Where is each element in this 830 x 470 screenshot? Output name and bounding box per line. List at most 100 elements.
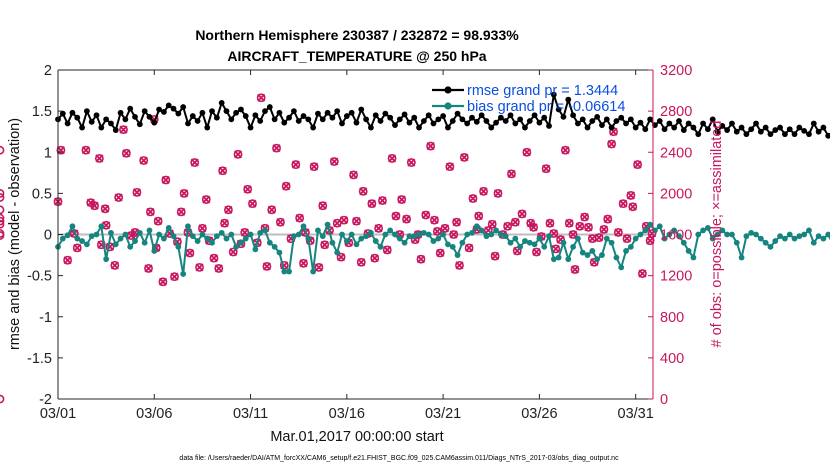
bias-point <box>560 239 567 246</box>
obs-count-point <box>358 186 368 196</box>
obs-count-point <box>374 223 384 233</box>
rmse-point <box>396 116 403 123</box>
obs-count-point <box>267 205 277 215</box>
bias-point <box>218 229 225 236</box>
rmse-point <box>762 124 769 131</box>
rmse-point <box>420 118 427 124</box>
obs-count-point <box>281 181 291 191</box>
rmse-point <box>93 112 100 119</box>
bias-point <box>695 231 702 238</box>
obs-count-point <box>356 257 366 267</box>
bias-point <box>517 243 524 250</box>
obs-assimilated-marker <box>161 175 170 185</box>
rmse-point <box>425 112 432 119</box>
rmse-point <box>228 116 235 123</box>
rmse-point <box>74 114 81 121</box>
chart-title-line2: AIRCRAFT_TEMPERATURE @ 250 hPa <box>227 48 486 64</box>
bias-point <box>122 231 129 238</box>
obs-count-point <box>580 212 590 222</box>
obs-possible-marker <box>63 255 73 265</box>
bias-point <box>531 241 538 248</box>
bias-point <box>555 254 562 261</box>
bias-point <box>310 268 317 275</box>
obs-count-point <box>432 227 442 236</box>
obs-possible-marker <box>564 218 574 228</box>
bias-point <box>315 227 321 234</box>
bias-point <box>541 243 548 250</box>
bias-point <box>536 235 543 242</box>
obs-assimilated-marker <box>224 205 233 214</box>
obs-assimilated-marker <box>529 223 538 232</box>
bias-point <box>656 223 663 230</box>
obs-count-point <box>370 253 380 263</box>
obs-count-point <box>90 201 99 211</box>
obs-count-point <box>72 243 82 253</box>
rmse-point <box>406 119 413 126</box>
bias-point <box>777 233 783 240</box>
bias-point <box>300 223 307 230</box>
rmse-point <box>257 118 264 124</box>
obs-possible-marker <box>503 221 513 231</box>
rmse-point <box>358 106 365 113</box>
rmse-point <box>767 131 774 138</box>
obs-possible-marker <box>349 170 358 180</box>
obs-possible-marker <box>549 229 559 238</box>
obs-assimilated-marker <box>551 244 560 253</box>
obs-count-point <box>110 260 120 270</box>
obs-possible-marker <box>358 186 368 196</box>
obs-possible-marker <box>432 227 442 236</box>
bias-point <box>791 235 798 242</box>
rmse-point <box>825 132 830 139</box>
y-right-tick-label: 400 <box>660 351 684 367</box>
obs-possible-marker <box>100 204 110 214</box>
bias-point <box>584 252 591 258</box>
obs-possible-marker <box>387 154 397 163</box>
bias-point <box>271 243 278 250</box>
obs-possible-marker <box>367 199 377 209</box>
obs-count-point <box>570 265 580 274</box>
rmse-point <box>700 120 706 127</box>
obs-possible-marker <box>291 160 301 169</box>
obs-count-point <box>209 253 219 263</box>
rmse-point <box>820 124 827 131</box>
obs-possible-marker <box>391 211 401 221</box>
obs-possible-marker <box>281 181 291 191</box>
obs-assimilated-marker <box>243 185 252 194</box>
obs-assimilated-marker <box>90 201 99 210</box>
obs-assimilated-marker <box>599 225 608 234</box>
obs-possible-marker <box>445 162 455 172</box>
obs-count-point <box>320 240 330 250</box>
obs-count-point <box>276 217 285 227</box>
obs-count-point <box>349 170 358 180</box>
bias-point <box>454 252 461 258</box>
rmse-point <box>565 96 572 103</box>
obs-count-point <box>352 216 361 226</box>
bias-point <box>767 243 774 250</box>
obs-possible-marker <box>402 214 411 224</box>
obs-assimilated-marker <box>229 247 238 257</box>
rmse-point <box>594 113 601 120</box>
y-left-tick-label: -1 <box>39 310 52 326</box>
obs-possible-marker <box>584 222 593 232</box>
bias-point <box>627 243 634 250</box>
obs-possible-marker <box>628 202 638 212</box>
obs-assimilated-marker <box>114 193 123 202</box>
obs-assimilated-marker <box>330 157 339 166</box>
bias-point <box>671 227 678 234</box>
bias-point <box>608 239 615 246</box>
obs-assimilated-marker <box>339 216 348 225</box>
rmse-point <box>329 114 336 121</box>
obs-possible-marker <box>243 184 253 194</box>
bias-point <box>478 227 485 234</box>
rmse-point <box>64 120 71 127</box>
obs-count-point <box>575 221 585 231</box>
obs-assimilated-marker <box>619 199 628 208</box>
x-axis-label: Mar.01,2017 00:00:00 start <box>270 429 443 445</box>
obs-count-point <box>0 147 5 155</box>
bias-point <box>334 249 341 256</box>
rmse-point <box>252 112 259 119</box>
bias-point <box>507 239 514 246</box>
rmse-point <box>478 112 485 119</box>
obs-assimilated-marker <box>488 220 497 229</box>
rmse-point <box>213 114 220 121</box>
